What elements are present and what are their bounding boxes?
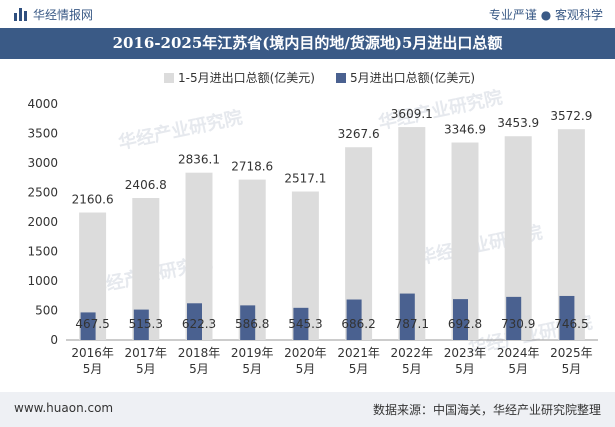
data-label-may-6: 787.1 (395, 317, 429, 331)
bar-may-6 (399, 293, 415, 340)
data-label-may-4: 545.3 (288, 317, 322, 331)
x-tick-label-5: 2021年 5月 (337, 346, 380, 376)
data-label-total-2: 2836.1 (178, 153, 220, 167)
bar-may-0 (80, 312, 96, 340)
data-label-total-6: 3609.1 (391, 107, 433, 121)
y-tick-label-5: 2500 (27, 186, 58, 200)
data-label-total-4: 2517.1 (284, 171, 326, 185)
legend-swatch-1 (336, 73, 346, 83)
data-label-total-9: 3572.9 (550, 109, 592, 123)
data-label-may-3: 586.8 (235, 317, 269, 331)
x-tick-label-4: 2020年 5月 (284, 346, 327, 376)
data-label-total-7: 3346.9 (444, 123, 486, 137)
bar-chart: 华经产业研究院华经产业研究院华经产业研究院华经产业研究院华经产业研究院1-5月进… (27, 70, 598, 376)
y-tick-label-0: 0 (50, 333, 58, 347)
y-tick-label-6: 3000 (27, 156, 58, 170)
title-bar: 2016-2025年江苏省(境内目的地/货源地)5月进出口总额 (0, 28, 615, 59)
chart-title: 2016-2025年江苏省(境内目的地/货源地)5月进出口总额 (112, 34, 503, 52)
bar-may-4 (293, 307, 309, 340)
tagline: 专业严谨 ● 客观科学 (488, 8, 603, 22)
y-tick-label-2: 1000 (27, 274, 58, 288)
bar-may-7 (453, 299, 468, 340)
watermark-0: 华经产业研究院 (116, 106, 244, 154)
website-link[interactable]: www.huaon.com (14, 401, 114, 415)
footer: www.huaon.com 数据来源：中国海关，华经产业研究院整理 (0, 392, 615, 427)
data-label-total-5: 3267.6 (338, 127, 380, 141)
legend-swatch-0 (164, 73, 174, 83)
bar-may-2 (187, 303, 202, 340)
bar-may-8 (506, 296, 522, 340)
data-label-total-8: 3453.9 (497, 116, 539, 130)
data-label-may-9: 746.5 (554, 317, 588, 331)
y-tick-label-3: 1500 (27, 245, 58, 259)
x-tick-label-8: 2024年 5月 (497, 346, 540, 376)
bar-may-5 (346, 299, 362, 340)
data-label-may-7: 692.8 (448, 317, 482, 331)
x-tick-label-1: 2017年 5月 (125, 346, 168, 376)
bar-may-9 (559, 295, 575, 340)
data-label-may-0: 467.5 (75, 317, 109, 331)
x-tick-label-3: 2019年 5月 (231, 346, 274, 376)
brand: 华经情报网 (14, 6, 93, 23)
data-label-total-3: 2718.6 (231, 160, 273, 174)
brand-name: 华经情报网 (33, 8, 94, 22)
bar-may-3 (240, 305, 256, 340)
bar-chart-logo-icon (14, 8, 27, 21)
data-label-may-5: 686.2 (341, 317, 375, 331)
top-bar: 华经情报网 专业严谨 ● 客观科学 (0, 0, 615, 28)
data-label-may-8: 730.9 (501, 317, 535, 331)
x-tick-label-6: 2022年 5月 (391, 346, 434, 376)
data-label-may-2: 622.3 (182, 317, 216, 331)
data-label-total-1: 2406.8 (125, 178, 167, 192)
data-label-total-0: 2160.6 (72, 193, 114, 207)
y-tick-label-8: 4000 (27, 97, 58, 111)
y-tick-label-7: 3500 (27, 127, 58, 141)
data-label-may-1: 515.3 (129, 317, 163, 331)
data-source: 数据来源：中国海关，华经产业研究院整理 (372, 403, 601, 417)
y-tick-label-1: 500 (35, 304, 58, 318)
x-tick-label-7: 2023年 5月 (444, 346, 487, 376)
legend-label-0: 1-5月进出口总额(亿美元) (178, 70, 315, 85)
x-tick-label-2: 2018年 5月 (178, 346, 221, 376)
legend-label-1: 5月进出口总额(亿美元) (350, 70, 475, 85)
x-tick-label-9: 2025年 5月 (550, 346, 593, 376)
bar-may-1 (133, 309, 149, 340)
y-tick-label-4: 2000 (27, 215, 58, 229)
x-tick-label-0: 2016年 5月 (71, 346, 114, 376)
